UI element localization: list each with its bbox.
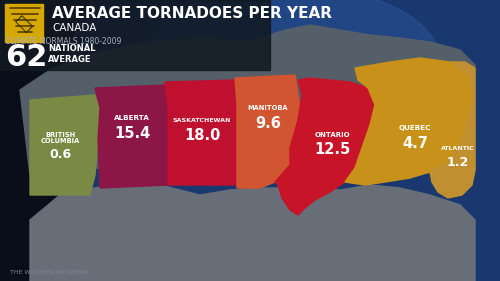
Polygon shape (275, 78, 375, 215)
Text: ALBERTA: ALBERTA (114, 115, 150, 121)
Text: 9.6: 9.6 (255, 115, 281, 130)
Text: ATLANTIC: ATLANTIC (441, 146, 475, 151)
Polygon shape (30, 95, 100, 195)
Bar (0, 0, 270, 70)
Circle shape (52, 0, 500, 281)
Text: BRITISH
COLUMBIA: BRITISH COLUMBIA (40, 132, 80, 144)
Text: NATIONAL
AVERAGE: NATIONAL AVERAGE (48, 44, 96, 64)
Text: QUEBEC: QUEBEC (399, 125, 431, 131)
Polygon shape (235, 75, 302, 188)
Text: 0.6: 0.6 (49, 148, 71, 162)
Bar (5, 4, 43, 42)
Polygon shape (95, 85, 168, 188)
Polygon shape (165, 80, 237, 185)
Text: MANITOBA: MANITOBA (248, 105, 288, 111)
Text: 1.2: 1.2 (447, 155, 469, 169)
Text: 12.5: 12.5 (314, 142, 350, 157)
Polygon shape (20, 25, 475, 175)
Polygon shape (345, 58, 472, 185)
Polygon shape (30, 185, 475, 281)
Text: CLIMATE NORMALS 1980-2009: CLIMATE NORMALS 1980-2009 (5, 37, 121, 46)
Text: CANADA: CANADA (52, 23, 96, 33)
Text: 18.0: 18.0 (184, 128, 220, 144)
Circle shape (60, 0, 500, 281)
Text: 15.4: 15.4 (114, 126, 150, 140)
Text: 4.7: 4.7 (402, 135, 428, 151)
Text: 62: 62 (5, 44, 48, 72)
Ellipse shape (140, 0, 440, 136)
Text: THE WEATHER NETWORK: THE WEATHER NETWORK (10, 269, 89, 275)
Text: AVERAGE TORNADOES PER YEAR: AVERAGE TORNADOES PER YEAR (52, 6, 332, 22)
Text: SASKATCHEWAN: SASKATCHEWAN (173, 117, 231, 123)
Polygon shape (430, 62, 475, 198)
Text: ONTARIO: ONTARIO (314, 132, 350, 138)
Text: 〜: 〜 (13, 12, 35, 34)
